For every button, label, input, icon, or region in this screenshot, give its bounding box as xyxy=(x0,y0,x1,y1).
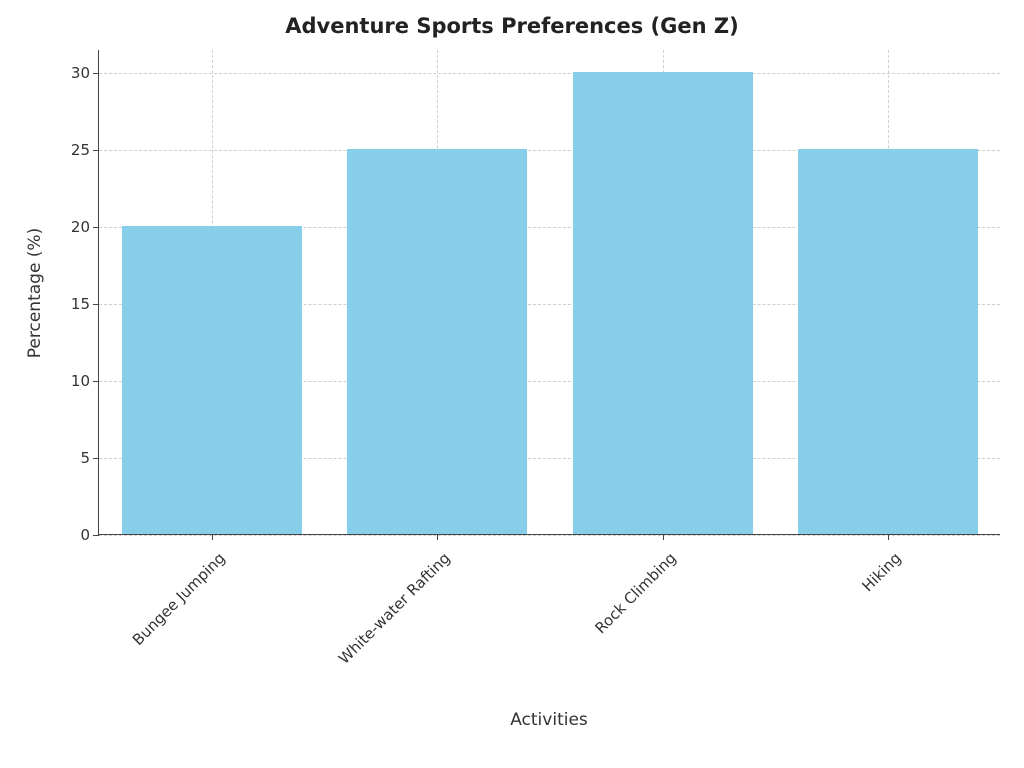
x-tick-label: White-water Rafting xyxy=(300,549,454,703)
x-tick-mark xyxy=(663,534,664,540)
y-axis-label: Percentage (%) xyxy=(25,173,45,413)
y-tick-mark xyxy=(93,381,99,382)
x-tick-mark xyxy=(212,534,213,540)
x-tick-label: Bungee Jumping xyxy=(74,549,228,703)
y-tick-mark xyxy=(93,73,99,74)
y-tick-label: 5 xyxy=(80,449,90,467)
x-tick-mark xyxy=(888,534,889,540)
chart-title: Adventure Sports Preferences (Gen Z) xyxy=(0,14,1024,38)
bar xyxy=(573,72,753,534)
gridline-horizontal xyxy=(99,73,1000,74)
bar xyxy=(347,149,527,534)
x-tick-mark xyxy=(437,534,438,540)
x-tick-label: Rock Climbing xyxy=(525,549,679,703)
chart-container: Adventure Sports Preferences (Gen Z) 0 5 1… xyxy=(0,0,1024,768)
y-tick-label-column: 051015202530 xyxy=(0,50,98,535)
y-tick-label: 20 xyxy=(71,218,90,236)
y-tick-label: 10 xyxy=(71,372,90,390)
y-tick-mark xyxy=(93,535,99,536)
y-tick-mark xyxy=(93,304,99,305)
gridline-horizontal xyxy=(99,535,1000,536)
y-tick-label: 30 xyxy=(71,64,90,82)
y-tick-label: 25 xyxy=(71,141,90,159)
plot-area xyxy=(98,50,1000,535)
y-tick-label: 0 xyxy=(80,526,90,544)
y-tick-mark xyxy=(93,458,99,459)
x-tick-label: Hiking xyxy=(751,549,905,703)
bar xyxy=(122,226,302,534)
y-tick-label: 15 xyxy=(71,295,90,313)
y-tick-mark xyxy=(93,227,99,228)
bar xyxy=(798,149,978,534)
y-tick-mark xyxy=(93,150,99,151)
x-axis-label: Activities xyxy=(98,710,1000,730)
